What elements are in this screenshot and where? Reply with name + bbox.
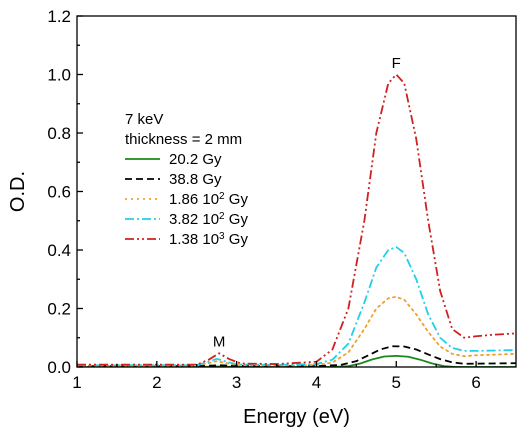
y-tick-label: 0.6 (47, 183, 71, 202)
legend-text-part: 1.86 10 (169, 191, 219, 208)
legend-entry: 3.82 102 Gy (169, 211, 248, 229)
legend-text-part: 1.38 10 (169, 231, 219, 248)
series-layer (77, 73, 516, 367)
legend-text-part: 38.8 Gy (169, 171, 222, 188)
plot-frame (76, 15, 517, 368)
y-tick-label: 0.2 (47, 300, 71, 319)
y-axis-label: O.D. (7, 171, 29, 212)
y-tick-label: 1.2 (47, 7, 71, 26)
y-tick-label: 1.0 (47, 66, 71, 85)
series-line-5 (77, 73, 516, 366)
legend-exponent: 3 (219, 231, 225, 242)
x-tick-label: 5 (392, 373, 401, 392)
legend-entry: 38.8 Gy (169, 171, 222, 188)
legend-text-part: Gy (225, 231, 249, 248)
series-line-4 (77, 246, 516, 367)
x-tick-label: 4 (312, 373, 321, 392)
legend: 7 keV thickness = 2 mm 20.2 Gy 38.8 Gy 1.86 … (125, 111, 248, 248)
peak-label-m: M (213, 334, 226, 351)
x-tick-label: 1 (72, 373, 81, 392)
series-line-3 (77, 295, 516, 367)
legend-text-part: Gy (225, 191, 249, 208)
legend-header-line: 7 keV (125, 111, 163, 128)
x-tick-label: 6 (471, 373, 480, 392)
peak-label-f: F (392, 55, 401, 72)
x-tick-label: 3 (232, 373, 241, 392)
legend-entry: 20.2 Gy (169, 151, 222, 168)
legend-text-part: 20.2 Gy (169, 151, 222, 168)
legend-exponent: 2 (219, 191, 225, 202)
y-tick-label: 0.4 (47, 241, 71, 260)
legend-entry: 1.38 103 Gy (169, 231, 248, 249)
legend-entry: 1.86 102 Gy (169, 191, 248, 209)
legend-text-part: 3.82 10 (169, 211, 219, 228)
x-axis-label: Energy (eV) (243, 406, 350, 428)
y-tick-label: 0.8 (47, 124, 71, 143)
legend-exponent: 2 (219, 211, 225, 222)
y-tick-label: 0.0 (47, 358, 71, 377)
legend-text-part: Gy (225, 211, 249, 228)
x-tick-label: 2 (152, 373, 161, 392)
series-line-2 (77, 345, 516, 367)
legend-header-line: thickness = 2 mm (125, 131, 242, 148)
